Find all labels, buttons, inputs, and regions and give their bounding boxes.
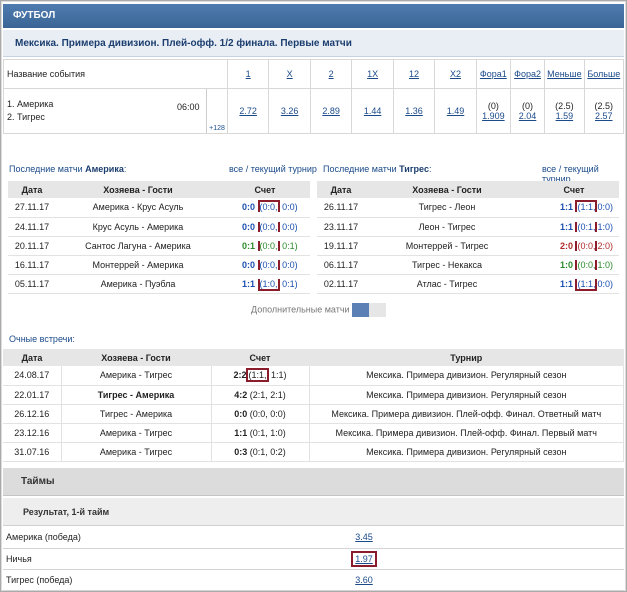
result-1st-half-header[interactable]: Результат, 1-й тайм	[3, 498, 624, 526]
fora2-handicap: (0)	[522, 101, 534, 111]
odd-1x[interactable]: 1.44	[363, 106, 382, 116]
odd-x2[interactable]: 1.49	[446, 106, 465, 116]
right-link-all[interactable]: все	[542, 164, 557, 174]
team2-name: 2. Тигрес	[7, 112, 45, 122]
team1-name: 1. Америка	[7, 99, 54, 109]
left-head-score: Счет	[220, 181, 310, 198]
table-row[interactable]: 27.11.17 Америка - Крус Асуль 0:0 (0:0, 0:…	[8, 198, 310, 218]
result-table: Америка (победа) 3.45 Ничья 1.97 Тигрес …	[3, 527, 624, 591]
right-head-teams: Хозяева - Гости	[365, 181, 529, 198]
table-row[interactable]: 02.11.17 Атлас - Тигрес 1:1 (1:1, 0:0)	[317, 274, 619, 294]
col-x2[interactable]: X2	[450, 69, 462, 79]
league-title[interactable]: Мексика. Примера дивизион. Плей-офф. 1/2…	[3, 30, 624, 57]
right-matches-table: Дата Хозяева - Гости Счет 26.11.17 Тигрес…	[317, 181, 619, 294]
odd-x[interactable]: 3.26	[280, 106, 299, 116]
table-row[interactable]: 23.11.17 Леон - Тигрес 1:1 (0:1, 1:0)	[317, 217, 619, 237]
odd-1[interactable]: 2.72	[239, 106, 257, 116]
table-row[interactable]: 05.11.17 Америка - Пуэбла 1:1 (1:0, 0:1)	[8, 274, 310, 294]
right-head-date: Дата	[317, 181, 365, 198]
table-row[interactable]: 19.11.17 Монтеррей - Тигрес 2:0 (0:0, 2:0)	[317, 236, 619, 256]
col-fora1[interactable]: Фора1	[479, 69, 507, 79]
table-row[interactable]: 06.11.17 Тигрес - Некакса 1:0 (0:0, 1:0)	[317, 255, 619, 275]
right-filter-links: все / текущий турнир	[542, 164, 599, 184]
col-1x[interactable]: 1X	[367, 69, 379, 79]
event-time: 06:00	[177, 102, 200, 112]
fora1-handicap: (0)	[487, 101, 499, 111]
col-fora2[interactable]: Фора2	[514, 69, 541, 79]
over-odd[interactable]: 2.57	[595, 111, 613, 121]
result-odd[interactable]: 3.45	[355, 532, 373, 543]
table-row[interactable]: 22.01.17 Тигрес - Америка 4:2 (2:1, 2:1) Ме…	[3, 385, 624, 405]
left-link-current[interactable]: текущий турнир	[250, 164, 317, 174]
col-x[interactable]: X	[286, 69, 293, 79]
result-label: Тигрес (победа)	[3, 569, 224, 591]
fora1-odd[interactable]: 1.909	[482, 111, 505, 121]
more-matches-label: Дополнительные матчи	[251, 304, 350, 315]
result-row[interactable]: Америка (победа) 3.45	[3, 527, 624, 549]
h2h-head-teams: Хозяева - Гости	[61, 349, 211, 366]
odd-12[interactable]: 1.36	[405, 106, 423, 116]
left-link-all[interactable]: все	[229, 164, 244, 174]
under-odd[interactable]: 1.59	[555, 111, 574, 121]
h2h-head-tour: Турнир	[309, 349, 624, 366]
left-head-date: Дата	[8, 181, 56, 198]
right-recent-title: Последние матчи Тигрес:	[323, 164, 432, 174]
left-matches-table: Дата Хозяева - Гости Счет 27.11.17 Америк…	[8, 181, 310, 294]
result-odd[interactable]: 3.60	[355, 574, 373, 585]
result-label: Америка (победа)	[3, 527, 224, 549]
event-teams[interactable]: 1. Америка 2. Тигрес 06:00	[2, 88, 207, 134]
table-row[interactable]: 23.12.16 Америка - Тигрес 1:1 (0:1, 1:0) Ме…	[3, 423, 624, 443]
table-row[interactable]: 16.11.17 Монтеррей - Америка 0:0 (0:0, 0:0…	[8, 255, 310, 275]
table-row[interactable]: 26.11.17 Тигрес - Леон 1:1 (1:1, 0:0)	[317, 198, 619, 218]
left-head-teams: Хозяева - Гости	[56, 181, 220, 198]
left-filter-links: все / текущий турнир	[229, 164, 317, 174]
more-bets[interactable]: +128	[206, 88, 228, 134]
under-total: (2.5)	[555, 101, 574, 111]
table-row[interactable]: 31.07.16 Америка - Тигрес 0:3 (0:1, 0:2) Ме…	[3, 442, 624, 462]
result-odd[interactable]: 1.97	[351, 550, 377, 567]
event-name-header: Название события	[3, 59, 228, 89]
table-row[interactable]: 20.11.17 Сантос Лагуна - Америка 0:1 (0:0,…	[8, 236, 310, 256]
result-row[interactable]: Ничья 1.97	[3, 548, 624, 570]
table-row[interactable]: 26.12.16 Тигрес - Америка 0:0 (0:0, 0:0) Ме…	[3, 404, 624, 424]
more-matches[interactable]: Дополнительные матчи	[251, 303, 387, 317]
col-over[interactable]: Больше	[587, 69, 621, 79]
more-matches-toggle[interactable]	[352, 303, 387, 317]
col-under[interactable]: Меньше	[547, 69, 582, 79]
left-recent-title: Последние матчи Америка:	[9, 164, 127, 174]
h2h-head-score: Счет	[211, 349, 309, 366]
h2h-head-date: Дата	[3, 349, 61, 366]
fora2-odd[interactable]: 2.04	[518, 111, 537, 121]
right-link-current[interactable]: текущий турнир	[542, 164, 599, 184]
odds-table: Название события 1 X 2 1X 12 X2 Фора1 Фо…	[2, 59, 625, 134]
halves-header[interactable]: Таймы	[3, 468, 624, 496]
odd-2[interactable]: 2.89	[322, 106, 340, 116]
over-total: (2.5)	[594, 101, 614, 111]
odds-header-row: Название события 1 X 2 1X 12 X2 Фора1 Фо…	[3, 59, 625, 89]
result-row[interactable]: Тигрес (победа) 3.60	[3, 569, 624, 591]
event-row: 1. Америка 2. Тигрес 06:00 +128 2.72 3.2…	[2, 88, 625, 134]
h2h-title: Очные встречи:	[9, 334, 75, 344]
sport-header: ФУТБОЛ	[3, 4, 624, 28]
right-head-score: Счет	[529, 181, 619, 198]
h2h-table: Дата Хозяева - Гости Счет Турнир 24.08.1…	[3, 349, 624, 462]
result-label: Ничья	[3, 548, 224, 570]
col-12[interactable]: 12	[409, 69, 420, 79]
col-1[interactable]: 1	[245, 69, 251, 79]
table-row[interactable]: 24.11.17 Крус Асуль - Америка 0:0 (0:0, 0:…	[8, 217, 310, 237]
col-2[interactable]: 2	[328, 69, 334, 79]
table-row[interactable]: 24.08.17 Америка - Тигрес 2:2 (1:1, 1:1) Мек…	[3, 366, 624, 386]
